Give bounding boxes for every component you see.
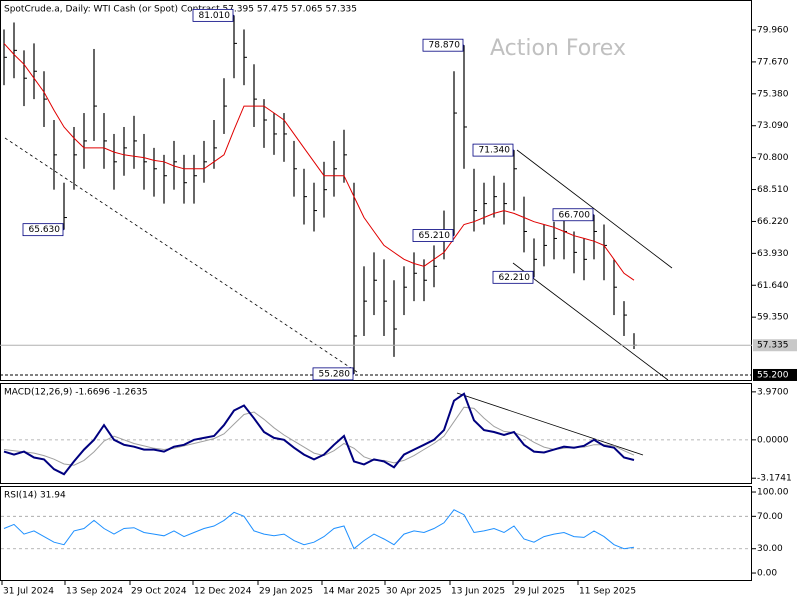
x-tick-label: 12 Dec 2024 xyxy=(194,587,252,597)
y-tick-label: 0.00 xyxy=(757,569,777,579)
y-tick-label: -3.1741 xyxy=(757,474,792,484)
macd-trend-line xyxy=(456,392,644,456)
indicator-line xyxy=(3,406,635,466)
y-tick-label: 70.00 xyxy=(757,512,783,522)
annotation-box xyxy=(192,8,234,22)
annotation-box xyxy=(472,143,514,157)
x-tick-label: 29 Jul 2025 xyxy=(514,587,565,597)
x-tick-label: 29 Jan 2025 xyxy=(259,587,313,597)
y-tick-label: 61.640 xyxy=(757,281,789,291)
y-tick-label: 70.800 xyxy=(757,153,789,163)
x-tick-label: 30 Apr 2025 xyxy=(386,587,442,597)
y-tick-label: 79.960 xyxy=(757,26,789,36)
annotation-label: 71.340 xyxy=(479,146,511,156)
price-panel xyxy=(0,0,752,381)
indicator-line xyxy=(3,392,635,476)
channel-line xyxy=(516,149,673,269)
y-tick-label: 63.930 xyxy=(757,249,789,259)
annotation-box xyxy=(312,367,354,381)
channel-line xyxy=(512,262,669,381)
y-tick-label: 66.220 xyxy=(757,217,789,227)
indicator-line xyxy=(3,509,635,550)
y-tick-label: 77.670 xyxy=(757,57,789,67)
y-tick-label: 30.00 xyxy=(757,544,783,554)
watermark: Action Forex xyxy=(490,36,626,61)
annotation-label: 62.210 xyxy=(499,273,531,283)
annotation-label: 78.870 xyxy=(429,41,461,51)
y-tick-label: 3.9700 xyxy=(757,387,789,397)
x-tick-label: 13 Sep 2024 xyxy=(66,587,123,597)
annotation-label: 81.010 xyxy=(199,11,231,21)
rsi-panel xyxy=(0,486,752,581)
y-tick-label: 100.00 xyxy=(757,488,789,498)
trend-line xyxy=(4,137,358,373)
x-tick-label: 31 Jul 2024 xyxy=(3,587,54,597)
y-tick-label: 73.090 xyxy=(757,121,789,131)
macd-panel xyxy=(0,383,752,484)
x-tick-label: 14 Mar 2025 xyxy=(323,587,380,597)
support-box xyxy=(753,368,797,381)
support-label: 55.200 xyxy=(757,370,789,380)
rsi-title: RSI(14) 31.94 xyxy=(4,491,66,501)
annotation-box xyxy=(412,229,454,242)
current-price-box xyxy=(753,339,797,352)
indicator-line xyxy=(3,43,635,281)
annotation-box xyxy=(422,38,464,52)
annotation-label: 55.280 xyxy=(319,369,351,379)
y-tick-label: 0.0000 xyxy=(757,435,789,445)
chart-title: SpotCrude.a, Daily: WTI Cash (or Spot) C… xyxy=(4,5,357,15)
x-tick-label: 13 Jun 2025 xyxy=(451,587,505,597)
annotation-box xyxy=(22,223,64,237)
annotation-label: 65.210 xyxy=(419,231,451,241)
x-tick-label: 29 Oct 2024 xyxy=(131,587,187,597)
current-price-label: 57.335 xyxy=(757,341,789,351)
y-tick-label: 75.380 xyxy=(757,89,789,99)
x-tick-label: 11 Sep 2025 xyxy=(579,587,636,597)
annotation-box xyxy=(492,270,534,284)
macd-title: MACD(12,26,9) -1.6696 -1.2635 xyxy=(4,388,148,398)
y-tick-label: 68.510 xyxy=(757,185,789,195)
y-tick-label: 59.350 xyxy=(757,313,789,323)
annotation-label: 66.700 xyxy=(559,210,591,220)
annotation-box xyxy=(552,208,594,222)
annotation-label: 65.630 xyxy=(29,225,61,235)
